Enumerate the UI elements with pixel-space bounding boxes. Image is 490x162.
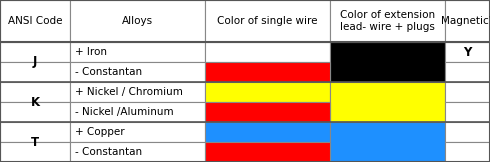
Text: + Copper: + Copper <box>75 127 124 137</box>
Bar <box>445 42 490 62</box>
Bar <box>205 62 330 82</box>
Text: + Nickel / Chromium: + Nickel / Chromium <box>75 87 183 97</box>
Bar <box>205 0 330 42</box>
Bar <box>0 0 70 42</box>
Bar <box>205 82 330 102</box>
Text: T: T <box>31 135 39 149</box>
Bar <box>70 142 205 162</box>
Bar <box>330 122 445 162</box>
Bar <box>445 0 490 42</box>
Text: Color of single wire: Color of single wire <box>217 16 318 26</box>
Bar <box>70 0 205 42</box>
Text: - Constantan: - Constantan <box>75 147 142 157</box>
Bar <box>0 102 70 122</box>
Text: Magnetic?: Magnetic? <box>441 16 490 26</box>
Bar <box>205 142 330 162</box>
Bar <box>330 42 445 82</box>
Text: Y: Y <box>464 46 472 58</box>
Bar <box>330 82 445 122</box>
Text: - Nickel /Aluminum: - Nickel /Aluminum <box>75 107 173 117</box>
Bar <box>70 122 205 142</box>
Text: + Iron: + Iron <box>75 47 107 57</box>
Bar <box>445 82 490 102</box>
Bar <box>70 62 205 82</box>
Text: K: K <box>30 96 40 109</box>
Bar <box>445 142 490 162</box>
Bar <box>205 122 330 142</box>
Text: J: J <box>33 56 37 69</box>
Bar <box>330 0 445 42</box>
Bar <box>205 102 330 122</box>
Text: Alloys: Alloys <box>122 16 153 26</box>
Bar <box>445 62 490 82</box>
Bar <box>0 122 70 142</box>
Bar <box>70 42 205 62</box>
Bar <box>445 102 490 122</box>
Text: - Constantan: - Constantan <box>75 67 142 77</box>
Bar <box>0 142 70 162</box>
Bar <box>445 122 490 142</box>
Bar <box>0 62 70 82</box>
Text: ANSI Code: ANSI Code <box>8 16 62 26</box>
Bar <box>0 42 70 62</box>
Text: Color of extension
lead- wire + plugs: Color of extension lead- wire + plugs <box>340 10 435 32</box>
Bar <box>70 102 205 122</box>
Bar <box>205 42 330 62</box>
Bar <box>0 82 70 102</box>
Bar <box>70 82 205 102</box>
